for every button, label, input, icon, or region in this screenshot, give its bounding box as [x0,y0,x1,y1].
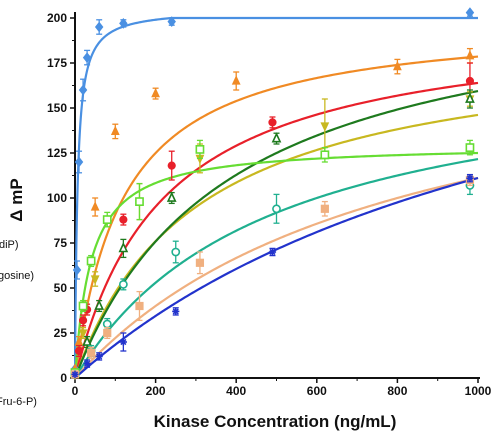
data-point-s7-3 [102,319,112,329]
data-point-s1-5 [82,52,92,64]
data-point-s3-3 [78,316,88,325]
data-point-s1-2 [72,264,82,276]
data-point-s8-4 [135,301,144,311]
data-point-s1-6 [94,21,104,33]
legend-fragments: diP) gosine) Fru-6-P) [0,239,37,408]
data-point-s3-8 [465,76,475,86]
data-point-s9-1 [71,370,79,378]
data-point-s5-5 [166,191,177,202]
x-tick-label-400: 400 [226,384,246,398]
x-tick-label-1000: 1000 [465,384,492,398]
data-point-s5-2 [82,335,92,346]
y-tick-label-150: 150 [47,101,67,115]
data-point-s1-4 [78,84,88,96]
data-point-s2-6 [151,87,160,98]
data-point-s3-6 [167,161,176,170]
data-points [70,7,475,381]
fit-curve-9 [74,176,479,379]
data-point-s8-3 [103,328,112,338]
x-axis-title: Kinase Concentration (ng/mL) [154,412,397,431]
data-point-s5-3 [94,299,105,310]
data-point-s5-4 [118,241,129,253]
legend-fragment-3: Fru-6-P) [0,396,37,408]
data-point-s6-6 [195,145,205,154]
x-tick-label-600: 600 [307,384,327,398]
x-tick-label-200: 200 [146,384,166,398]
fit-curve-3 [73,81,479,379]
data-point-s6-4 [102,215,112,224]
data-point-s1-7 [119,17,128,29]
data-point-s4-3 [90,275,100,285]
data-point-s2-4 [90,201,100,211]
data-point-s6-7 [320,150,330,160]
data-point-s9-6 [268,248,277,256]
data-point-s8-6 [320,204,329,213]
data-point-s4-2 [78,329,88,339]
y-axis-title: Δ mP [7,178,26,221]
data-point-s7-4 [118,279,128,289]
data-point-s6-3 [86,256,96,266]
y-tick-label-125: 125 [47,146,67,160]
data-point-s1-3 [74,156,84,168]
axes: 0 25 50 75 100 125 150 175 200 0 200 400 600 800 1000 [47,11,492,398]
data-point-s4-6 [320,122,330,132]
y-tick-label-75: 75 [54,236,68,250]
fit-curve-5 [73,89,479,379]
data-point-s5-6 [271,132,282,143]
y-tick-label-100: 100 [47,191,67,205]
data-point-s9-5 [172,307,180,315]
legend-fragment-1: diP) [0,239,19,251]
data-point-s7-5 [171,247,181,257]
data-point-s8-2 [87,348,96,357]
data-point-s9-2 [83,360,91,368]
data-point-s5-7 [465,92,475,103]
y-tick-label-50: 50 [54,281,68,295]
data-point-s7-6 [272,204,281,214]
y-tick-label-0: 0 [60,371,67,385]
data-point-s6-5 [135,197,144,206]
data-point-s9-7 [466,174,474,182]
data-point-s2-5 [110,125,120,135]
data-point-s3-5 [119,215,128,224]
data-point-s9-4 [119,338,127,346]
data-point-s9-3 [95,352,103,360]
data-point-s2-8 [393,60,402,71]
data-point-s2-9 [465,50,475,60]
y-tick-label-175: 175 [47,56,67,70]
data-point-s1-8 [167,16,176,28]
data-point-s6-8 [465,143,475,152]
data-point-s3-7 [268,118,277,127]
data-point-s3-2 [74,346,84,356]
x-tick-label-800: 800 [387,384,407,398]
x-tick-label-0: 0 [72,384,79,398]
y-tick-label-200: 200 [47,11,67,25]
data-point-s1-9 [465,7,475,19]
fit-curve-1 [73,16,478,378]
data-point-s8-5 [195,258,205,267]
fit-curve-6 [73,151,479,379]
data-point-s2-7 [231,75,241,85]
legend-fragment-2: gosine) [0,270,34,282]
data-point-s6-2 [78,301,88,311]
y-tick-label-25: 25 [54,326,68,340]
